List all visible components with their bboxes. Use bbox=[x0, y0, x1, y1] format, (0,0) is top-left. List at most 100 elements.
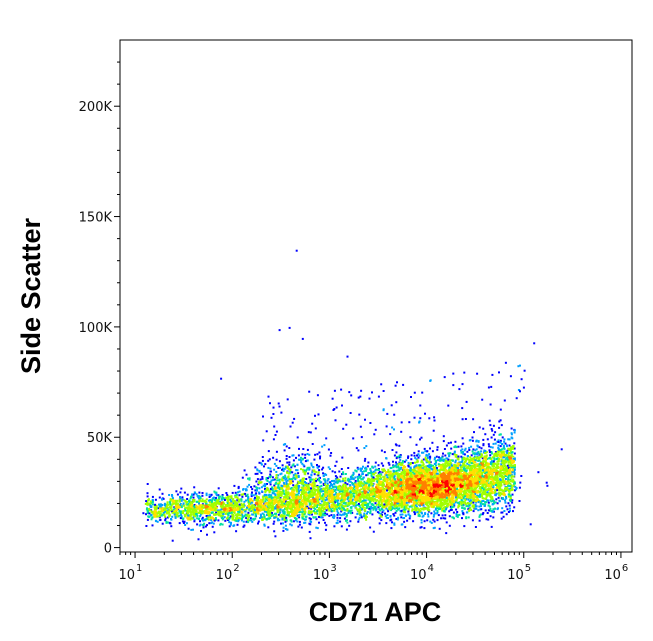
density-dot bbox=[238, 509, 241, 512]
density-dot bbox=[233, 510, 236, 513]
density-dot bbox=[381, 468, 384, 471]
density-dot bbox=[243, 509, 246, 512]
density-dot bbox=[496, 473, 499, 476]
density-dot bbox=[423, 520, 426, 523]
density-dot bbox=[333, 525, 336, 528]
density-dot bbox=[342, 477, 345, 480]
density-dot bbox=[388, 496, 391, 499]
density-dot bbox=[349, 476, 352, 479]
density-dot bbox=[240, 508, 243, 511]
density-dot bbox=[322, 482, 325, 485]
density-dot bbox=[467, 473, 470, 476]
density-dot bbox=[383, 492, 386, 495]
density-dot bbox=[308, 517, 311, 520]
density-dot bbox=[176, 513, 179, 516]
density-dot bbox=[428, 453, 431, 456]
density-dot bbox=[341, 480, 344, 483]
density-dot bbox=[231, 510, 233, 513]
density-dot bbox=[291, 480, 294, 483]
density-dot bbox=[360, 516, 363, 519]
density-dot bbox=[510, 486, 513, 489]
density-dot bbox=[364, 516, 367, 519]
density-dot bbox=[513, 431, 516, 434]
density-dot bbox=[461, 473, 464, 476]
density-dot bbox=[365, 490, 368, 493]
density-dot bbox=[442, 440, 445, 443]
density-dot bbox=[508, 452, 510, 455]
density-dot bbox=[458, 503, 461, 505]
density-dot bbox=[397, 496, 400, 499]
density-dot bbox=[347, 467, 350, 469]
density-dot bbox=[346, 488, 349, 491]
density-dot bbox=[284, 520, 287, 523]
density-dot bbox=[193, 498, 196, 501]
density-dot bbox=[500, 517, 503, 520]
density-dot bbox=[460, 504, 463, 507]
density-dot bbox=[380, 508, 383, 511]
density-dot bbox=[251, 499, 254, 502]
density-dot bbox=[277, 513, 280, 516]
density-dot bbox=[236, 523, 239, 526]
density-dot bbox=[251, 506, 253, 509]
density-dot bbox=[501, 436, 504, 439]
density-dot bbox=[475, 474, 478, 477]
density-dot bbox=[472, 457, 475, 460]
density-dot bbox=[471, 450, 474, 453]
density-dot bbox=[471, 436, 474, 439]
density-dot bbox=[380, 519, 383, 522]
density-dot bbox=[456, 469, 459, 471]
density-dot bbox=[339, 475, 342, 478]
density-dot bbox=[262, 484, 265, 487]
density-dot bbox=[324, 487, 327, 490]
density-dot bbox=[399, 502, 401, 505]
density-dot bbox=[171, 495, 174, 498]
density-dot bbox=[340, 501, 343, 504]
density-dot bbox=[499, 445, 502, 448]
density-dot bbox=[325, 496, 328, 499]
density-dot bbox=[340, 510, 343, 513]
density-dot bbox=[358, 508, 361, 510]
density-dot bbox=[318, 511, 321, 514]
density-dot bbox=[490, 428, 493, 430]
density-dot bbox=[292, 484, 295, 487]
density-dot bbox=[438, 469, 440, 472]
density-dot bbox=[476, 482, 479, 485]
density-dot bbox=[336, 505, 339, 508]
density-dot bbox=[370, 474, 373, 477]
density-dot bbox=[194, 515, 197, 518]
density-dot bbox=[491, 496, 494, 499]
density-dot bbox=[253, 505, 256, 508]
density-dot bbox=[288, 494, 291, 496]
density-dot bbox=[435, 507, 437, 510]
density-dot bbox=[448, 464, 451, 467]
density-dot bbox=[393, 497, 396, 500]
density-dot bbox=[474, 526, 477, 528]
density-dot bbox=[463, 456, 466, 459]
density-dot bbox=[232, 524, 235, 527]
density-dot bbox=[374, 461, 377, 464]
density-dot bbox=[254, 517, 257, 520]
density-dot bbox=[409, 463, 412, 466]
density-dot bbox=[371, 492, 374, 495]
density-dot bbox=[401, 463, 404, 466]
density-dot bbox=[242, 516, 245, 519]
density-dot bbox=[345, 513, 348, 516]
density-dot bbox=[509, 482, 512, 485]
density-dot bbox=[201, 503, 204, 506]
density-dot bbox=[490, 500, 493, 503]
density-dot bbox=[341, 473, 343, 476]
density-dot bbox=[403, 497, 406, 500]
density-dot bbox=[247, 497, 250, 500]
density-dot bbox=[302, 493, 305, 496]
density-dot bbox=[360, 469, 362, 472]
density-dot bbox=[472, 472, 475, 475]
density-dot bbox=[342, 513, 345, 516]
density-dot bbox=[302, 505, 305, 508]
density-dot bbox=[352, 483, 355, 485]
density-dot bbox=[258, 501, 261, 504]
density-dot bbox=[244, 513, 247, 516]
density-dot bbox=[503, 510, 506, 512]
density-dot bbox=[282, 512, 285, 515]
density-dot bbox=[467, 516, 470, 519]
density-dot bbox=[293, 500, 296, 503]
